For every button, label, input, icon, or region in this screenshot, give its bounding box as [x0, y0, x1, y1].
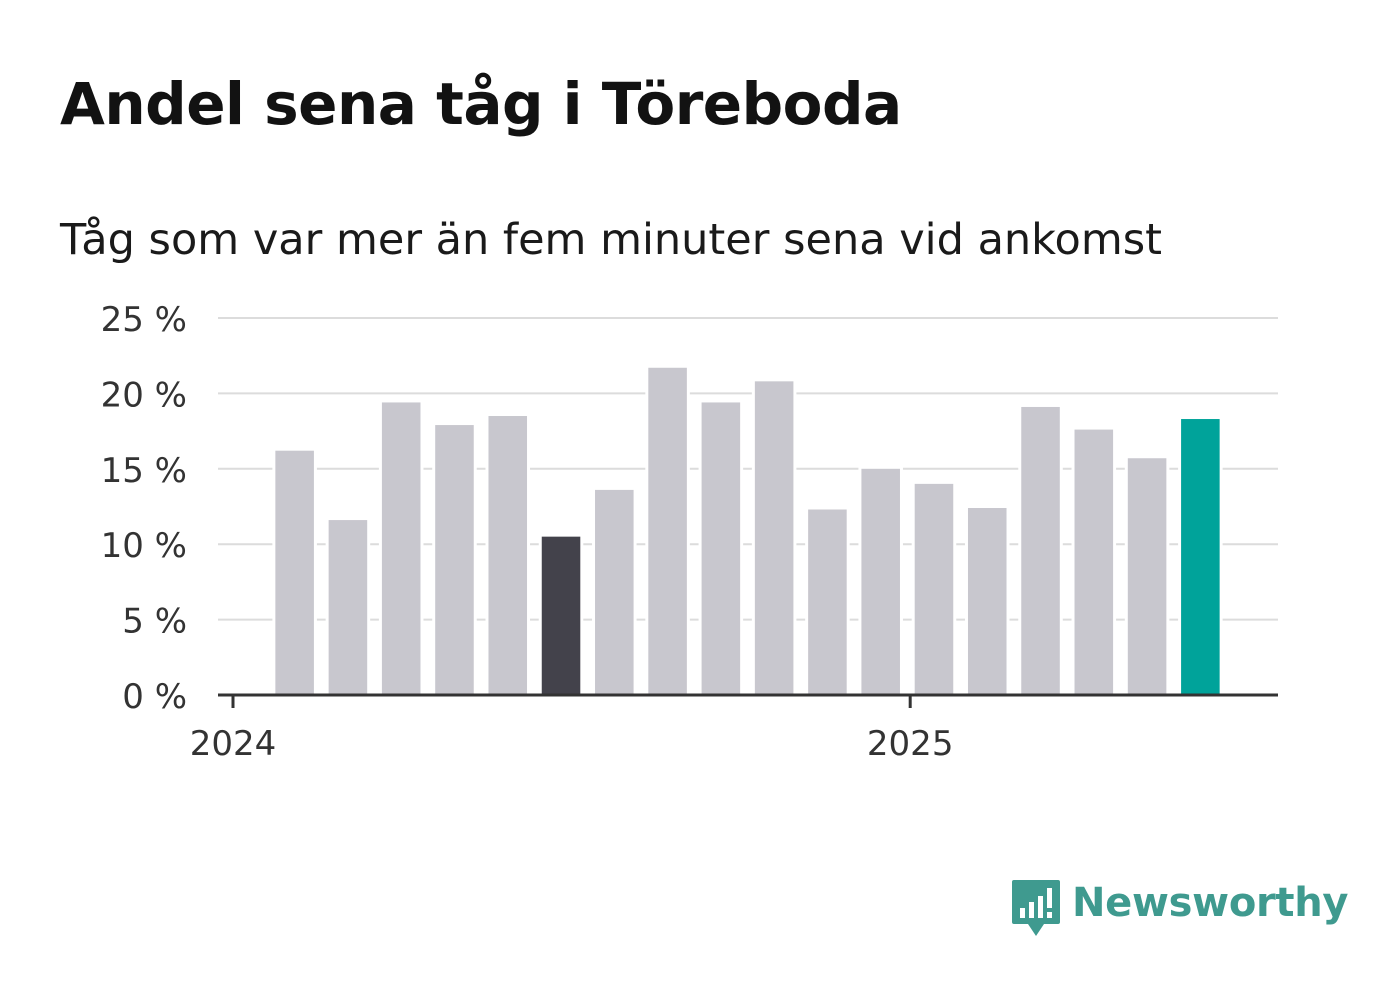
bars: [272, 364, 1223, 697]
newsworthy-logo: Newsworthy: [1010, 878, 1349, 942]
bar: [858, 465, 903, 697]
y-tick-label: 20 %: [101, 375, 187, 415]
logo-bar-1: [1020, 908, 1025, 918]
y-axis-ticks: 0 % 5 % 10 % 15 % 20 % 25 %: [101, 300, 187, 717]
logo-text: Newsworthy: [1072, 880, 1349, 926]
gridlines: [218, 317, 1278, 621]
bar: [325, 517, 371, 697]
y-tick-label: 25 %: [101, 300, 187, 340]
chart-title: Andel sena tåg i Töreboda: [60, 70, 902, 138]
bar: [964, 505, 1010, 697]
bar: [485, 413, 531, 697]
bar: [1071, 426, 1117, 697]
y-tick-label: 10 %: [101, 526, 187, 566]
logo-bar-4: [1047, 888, 1052, 908]
bar: [911, 480, 957, 697]
bar: [1018, 403, 1063, 697]
bar: [538, 533, 584, 697]
chart-subtitle: Tåg som var mer än fem minuter sena vid …: [60, 215, 1163, 265]
bar: [805, 506, 850, 697]
bar: [645, 364, 690, 697]
logo-speech-bubble: [1012, 880, 1060, 936]
y-tick-label: 5 %: [122, 602, 187, 642]
x-tick-label: 2025: [867, 724, 954, 764]
y-tick-label: 0 %: [122, 677, 187, 717]
bar: [592, 486, 637, 697]
y-tick-label: 15 %: [101, 451, 187, 491]
bar: [1178, 416, 1223, 697]
logo-bar-2: [1029, 902, 1034, 918]
bar: [751, 378, 797, 697]
logo-bar-4-dot: [1047, 912, 1052, 918]
bar: [432, 422, 477, 697]
bar: [698, 399, 744, 697]
logo-bar-3: [1038, 896, 1043, 918]
x-axis-ticks: 2024 2025: [190, 695, 954, 764]
bar: [378, 399, 424, 697]
x-tick-label: 2024: [190, 724, 277, 764]
newsworthy-icon: [1012, 880, 1060, 936]
bar: [272, 447, 317, 697]
bar: [1124, 455, 1170, 697]
